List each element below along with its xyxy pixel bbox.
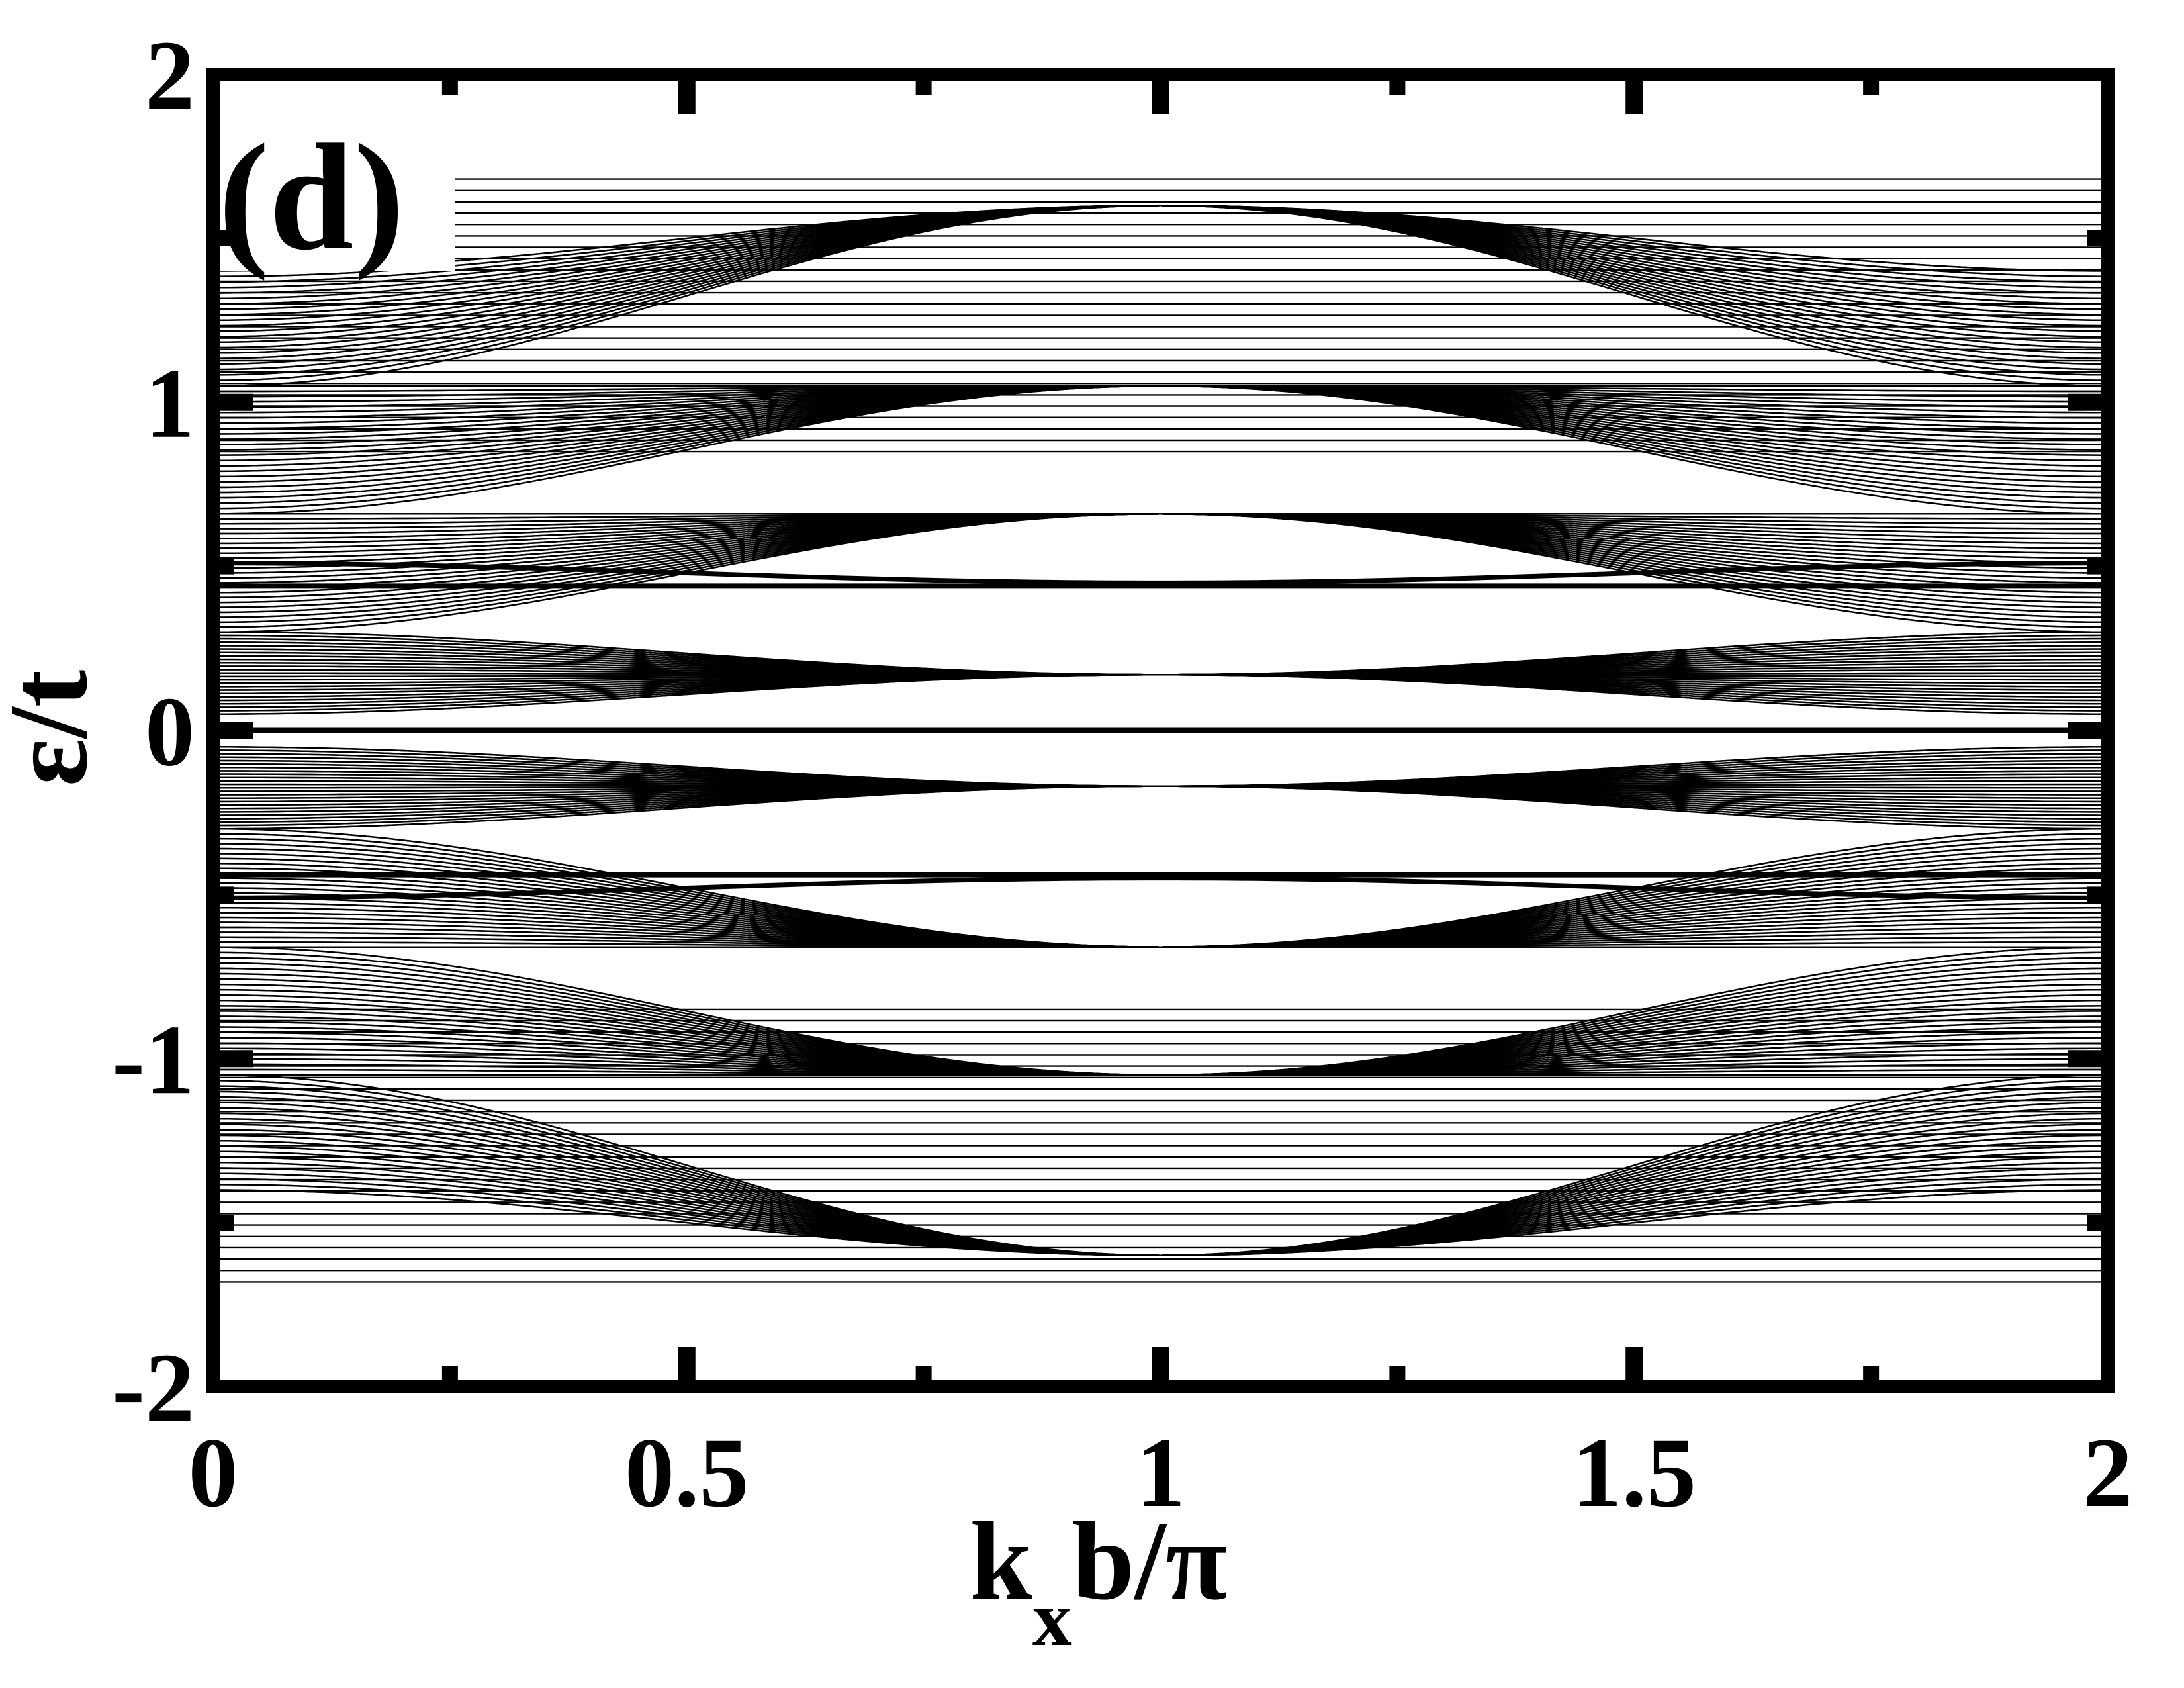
y-axis-title: ε/t [0,670,111,786]
x-axis-title-rest: b/π [1072,1499,1228,1623]
x-tick-label: 1.5 [1572,1418,1697,1528]
edge-band-line [213,561,2108,585]
y-tick-label: -2 [112,1333,195,1443]
y-tick-label: 1 [145,349,195,459]
band-line [213,1074,2108,1256]
panel-label-background [213,93,455,271]
y-tick-label: 2 [145,21,195,130]
x-axis-title: kxb/π [970,1499,1227,1662]
x-tick-label: 1 [1136,1418,1185,1528]
x-tick-label: 0 [189,1418,238,1528]
y-tick-label: 0 [145,677,195,787]
x-axis-title-subscript: x [1032,1574,1072,1662]
x-axis-title-base: k [970,1499,1032,1623]
panel-label: (d) [218,113,404,281]
band-line [213,746,2108,788]
x-tick-label: 2 [2083,1418,2133,1528]
edge-band-line [213,876,2108,900]
x-tick-label: 0.5 [625,1418,749,1528]
band-line [213,631,2108,676]
band-line [213,828,2108,948]
y-tick-label: -1 [112,1005,195,1115]
band-line [213,205,2108,272]
band-curves [213,178,2108,1283]
band-line [213,946,2108,1076]
tick-labels: 0 0.5 1 1.5 2 2 1 0 -1 -2 [112,21,2132,1528]
axis-ticks [213,74,2108,1387]
